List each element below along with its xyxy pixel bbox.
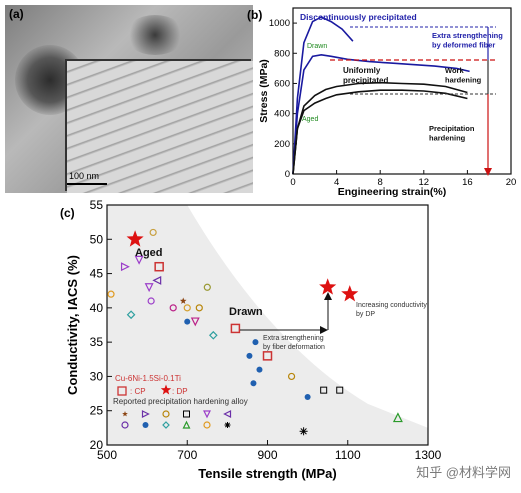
stress-strain-curve: [292, 81, 468, 175]
label-extra-strengthening: Extra strengthening by deformed fiber: [432, 31, 503, 50]
label-discontinuous: Discontinuously precipitated: [300, 12, 417, 22]
text-line: Uniformly: [343, 66, 381, 75]
y-axis-label: Stress (MPa): [258, 59, 270, 123]
scale-bar: [67, 183, 107, 185]
text-line: Extra strengthening: [432, 31, 503, 40]
x-tick-label: 0: [290, 177, 295, 188]
precipitation-hardening-arrowhead: [484, 168, 492, 176]
y-tick-label: 200: [274, 139, 290, 150]
panel-label-a: (a): [9, 7, 24, 21]
micrograph-inset-image: [67, 61, 253, 193]
x-tick-label: 16: [462, 177, 473, 188]
y-tick-label: 800: [274, 48, 290, 59]
label-work-hardening: Work hardening: [445, 66, 482, 85]
watermark: 知乎 @材料学网: [416, 465, 511, 480]
text-line: by deformed fiber: [432, 41, 495, 50]
stress-strain-curves: [292, 16, 470, 175]
scale-bar-label: 100 nm: [69, 171, 100, 181]
text-line: precipitated: [343, 76, 388, 85]
micrograph-panel: (a) 100 nm: [5, 5, 253, 193]
text-line: Work: [445, 66, 464, 75]
x-tick-label: 8: [378, 177, 383, 188]
micrograph-dark-region: [125, 15, 185, 55]
stress-strain-curve: [292, 16, 354, 175]
stress-strain-annotations: Discontinuously precipitated Drawn Unifo…: [300, 12, 503, 176]
x-tick-label: 4: [334, 177, 339, 188]
stress-strain-curve: [292, 89, 468, 175]
panel-label-b: (b): [247, 8, 262, 22]
label-precipitation-hardening: Precipitation hardening: [429, 124, 475, 143]
text-line: Precipitation: [429, 124, 475, 133]
stress-strain-frame: [292, 7, 512, 175]
x-tick-label: 20: [506, 177, 517, 188]
y-tick-label: 1000: [269, 18, 290, 29]
label-uniformly-precipitated: Uniformly precipitated: [343, 66, 388, 85]
label-drawn-curve: Drawn: [307, 43, 327, 50]
y-tick-label: 0: [285, 169, 290, 180]
y-tick-label: 400: [274, 109, 290, 120]
stress-strain-curve: [292, 53, 470, 175]
text-line: hardening: [445, 76, 482, 85]
text-line: hardening: [429, 134, 466, 143]
label-aged-curve: Aged: [302, 116, 318, 123]
x-axis-label: Engineering strain(%): [338, 186, 447, 198]
x-tick-label: 12: [419, 177, 430, 188]
y-tick-label: 600: [274, 78, 290, 89]
